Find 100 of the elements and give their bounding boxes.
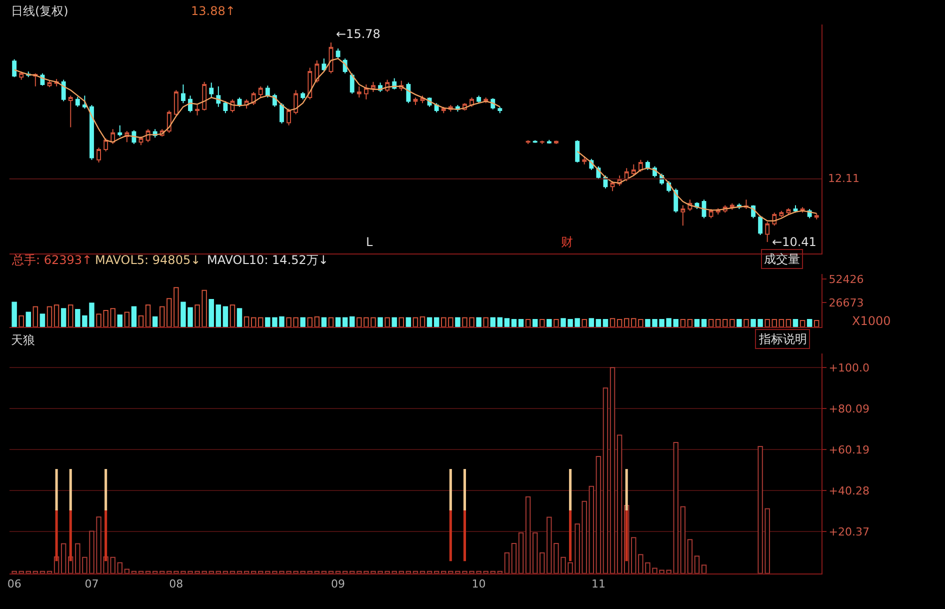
bar bbox=[596, 456, 602, 574]
bar bbox=[335, 317, 341, 327]
candlestick bbox=[350, 72, 354, 94]
x-tick-label: 09 bbox=[331, 578, 346, 591]
bar bbox=[588, 486, 594, 574]
text: 指标说明 bbox=[758, 332, 807, 346]
bar bbox=[208, 299, 214, 327]
candlestick bbox=[96, 147, 101, 164]
bar bbox=[398, 317, 404, 327]
candlestick bbox=[322, 58, 326, 72]
bar bbox=[434, 317, 440, 327]
bar bbox=[406, 317, 412, 327]
annotation: ←10.41 bbox=[772, 235, 816, 249]
bar bbox=[772, 319, 777, 327]
bar bbox=[778, 319, 784, 327]
candlestick bbox=[779, 210, 784, 218]
candlestick bbox=[476, 95, 482, 104]
bar bbox=[814, 320, 820, 327]
candlestick bbox=[554, 140, 558, 144]
y-tick-label: +40.28 bbox=[828, 484, 870, 498]
bar bbox=[490, 317, 496, 327]
bar bbox=[230, 304, 236, 327]
candlestick bbox=[265, 85, 270, 98]
candlestick bbox=[90, 104, 94, 160]
bar bbox=[54, 304, 60, 327]
bar bbox=[117, 314, 122, 327]
bar bbox=[582, 500, 587, 574]
bar bbox=[730, 319, 735, 327]
bar bbox=[715, 319, 721, 327]
candlestick bbox=[308, 67, 312, 100]
candlestick bbox=[118, 124, 122, 138]
bar bbox=[687, 319, 693, 327]
bar bbox=[546, 319, 552, 327]
bar bbox=[26, 312, 31, 327]
bar bbox=[680, 506, 686, 574]
bar bbox=[701, 319, 707, 327]
candlestick bbox=[786, 208, 791, 216]
bar bbox=[673, 319, 678, 327]
bar bbox=[40, 314, 46, 327]
bar bbox=[342, 317, 348, 327]
annotation: L bbox=[366, 235, 373, 249]
candlestick bbox=[12, 58, 17, 78]
bar bbox=[687, 539, 693, 574]
bar bbox=[12, 302, 17, 327]
chart-title: 总手: 62393↑ bbox=[11, 253, 92, 267]
bar bbox=[300, 317, 306, 327]
x-tick-label: 06 bbox=[7, 578, 22, 591]
candlestick bbox=[364, 84, 368, 100]
bar bbox=[554, 319, 559, 327]
bar bbox=[131, 306, 137, 327]
candlestick bbox=[294, 90, 298, 115]
bar bbox=[152, 316, 158, 327]
bar bbox=[476, 317, 482, 327]
candlestick bbox=[631, 164, 636, 176]
bar bbox=[518, 319, 524, 327]
bar bbox=[694, 556, 700, 574]
candlestick bbox=[286, 108, 292, 126]
candlestick bbox=[371, 81, 376, 92]
x-tick-label: 08 bbox=[169, 578, 184, 591]
candlestick bbox=[765, 221, 770, 243]
bar bbox=[321, 317, 327, 327]
bar bbox=[792, 319, 798, 327]
candlestick bbox=[280, 102, 284, 124]
bar bbox=[540, 319, 545, 327]
chart-title: 天狼 bbox=[11, 333, 35, 347]
candlestick bbox=[645, 160, 650, 170]
candlestick bbox=[202, 81, 207, 112]
bar bbox=[602, 388, 608, 574]
bar bbox=[616, 319, 622, 327]
bar bbox=[786, 319, 792, 327]
bar bbox=[124, 312, 130, 327]
text: ←15.78 bbox=[336, 27, 380, 41]
bar bbox=[511, 543, 517, 574]
candlestick bbox=[314, 60, 320, 84]
bar bbox=[631, 318, 636, 327]
bar bbox=[32, 306, 38, 327]
candlestick bbox=[575, 140, 580, 164]
chart-title: 日线(复权) bbox=[11, 4, 68, 18]
text: MAVOL5: 94805↓ bbox=[95, 253, 201, 267]
bar bbox=[582, 319, 587, 327]
bar bbox=[610, 318, 616, 327]
bar bbox=[314, 316, 320, 327]
bar bbox=[426, 317, 432, 327]
candlestick bbox=[195, 104, 200, 116]
x-tick-label: 07 bbox=[84, 578, 99, 591]
bar bbox=[412, 317, 418, 327]
candlestick bbox=[814, 212, 819, 220]
chart-subtitle: 13.88↑ bbox=[191, 4, 236, 18]
text: 成交量 bbox=[764, 252, 800, 266]
bar bbox=[518, 532, 524, 574]
bar bbox=[236, 308, 242, 327]
candlestick bbox=[61, 79, 66, 102]
candlestick bbox=[209, 82, 214, 98]
bar bbox=[441, 317, 446, 327]
bar bbox=[328, 317, 334, 327]
bar bbox=[673, 442, 678, 574]
bar bbox=[596, 319, 602, 327]
bar bbox=[610, 367, 616, 574]
candlestick bbox=[181, 84, 186, 104]
bar bbox=[504, 318, 510, 327]
